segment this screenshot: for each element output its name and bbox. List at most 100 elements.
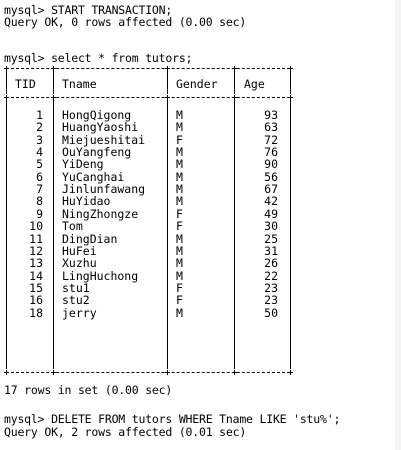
cell-age: 26 [264,256,278,271]
cell-gender: M [176,120,183,135]
table-corner-plus [165,370,170,375]
cell-gender: M [176,169,183,184]
cell-gender: M [176,157,183,172]
cell-gender: F [176,219,183,234]
table-corner-plus [4,370,9,375]
cell-age: 31 [264,243,278,258]
cell-age: 90 [264,157,278,172]
cell-age: 49 [264,206,278,221]
column-header-age: Age [244,77,265,91]
cell-tid: 5 [36,157,43,172]
cell-tname: HuangYaoshi [62,120,139,135]
cell-gender: M [176,243,183,258]
table-corner-plus [232,66,237,71]
table-corner-plus [51,95,56,100]
table-column-bar [167,100,169,369]
cell-tname: Miejueshitai [62,132,146,147]
table-column-bar [53,100,55,369]
table-border-line [6,68,290,70]
cell-gender: M [176,305,183,320]
cell-tname: NingZhongze [62,206,139,221]
table-corner-plus [165,95,170,100]
table-corner-plus [288,95,293,100]
cell-tid: 9 [36,206,43,221]
cell-gender: M [176,268,183,283]
table-corner-plus [51,66,56,71]
cell-tname: jerry [62,305,97,320]
cell-gender: F [176,206,183,221]
table-corner-plus [232,370,237,375]
cell-age: 42 [264,194,278,209]
cell-tid: 1 [36,108,43,122]
table-corner-plus [51,370,56,375]
cell-age: 67 [264,182,278,197]
cell-tname: HuYidao [62,194,111,209]
column-header-tname: Tname [62,77,97,91]
table-corner-plus [4,66,9,71]
cell-tid: 3 [36,132,43,147]
cell-tid: 7 [36,182,43,197]
cell-tname: DingDian [62,231,118,246]
cell-tid: 2 [36,120,43,135]
table-border-line [6,372,290,374]
cell-tid: 12 [29,243,43,258]
column-header-gender: Gender [176,77,218,91]
table-column-bar [167,71,169,94]
command-start-transaction: mysql> START TRANSACTION; [4,3,173,17]
cell-gender: F [176,280,183,295]
cell-tname: HuFei [62,243,97,258]
command-delete: mysql> DELETE FROM tutors WHERE Tname LI… [4,412,341,426]
cell-age: 23 [264,280,278,295]
output-query-ok: Query OK, 0 rows affected (0.00 sec) [4,15,247,29]
cell-tid: 11 [29,231,43,246]
cell-tname: YuCanghai [62,169,125,184]
cell-gender: M [176,231,183,246]
cell-tid: 4 [36,145,43,160]
cell-tid: 13 [29,256,43,271]
cell-tname: Tom [62,219,83,234]
cell-tname: LingHuchong [62,268,139,283]
cell-gender: F [176,293,183,308]
table-corner-plus [232,95,237,100]
cell-tid: 14 [29,268,43,283]
cell-tname: Jinlunfawang [62,182,146,197]
table-column-bar [290,71,292,94]
cell-tname: HongQigong [62,108,132,122]
table-column-bar [53,71,55,94]
table-column-bar [234,71,236,94]
cell-age: 93 [264,108,278,122]
cell-age: 23 [264,293,278,308]
cell-tid: 15 [29,280,43,295]
cell-age: 25 [264,231,278,246]
cell-tid: 16 [29,293,43,308]
rows-in-set-footer: 17 rows in set (0.00 sec) [4,383,173,397]
cell-gender: F [176,132,183,147]
cell-age: 56 [264,169,278,184]
cell-gender: M [176,256,183,271]
output-delete-result: Query OK, 2 rows affected (0.01 sec) [4,425,247,439]
cell-age: 30 [264,219,278,234]
cell-gender: M [176,108,183,122]
cell-tid: 18 [29,305,43,320]
table-column-bar [234,100,236,369]
cell-tname: stu2 [62,293,90,308]
cell-tname: Xuzhu [62,256,97,271]
table-column-bar [6,71,8,94]
cell-gender: M [176,194,183,209]
cell-age: 76 [264,145,278,160]
cell-age: 72 [264,132,278,147]
cell-tname: stu1 [62,280,90,295]
cell-age: 22 [264,268,278,283]
cell-tname: YiDeng [62,157,104,172]
cell-tid: 8 [36,194,43,209]
scrollbar[interactable] [395,0,401,450]
cell-age: 50 [264,305,278,320]
cell-gender: M [176,182,183,197]
table-column-bar [290,100,292,369]
cell-age: 63 [264,120,278,135]
command-select: mysql> select * from tutors; [4,51,193,65]
table-column-bar [6,100,8,369]
column-header-tid: TID [15,77,36,91]
table-corner-plus [288,66,293,71]
